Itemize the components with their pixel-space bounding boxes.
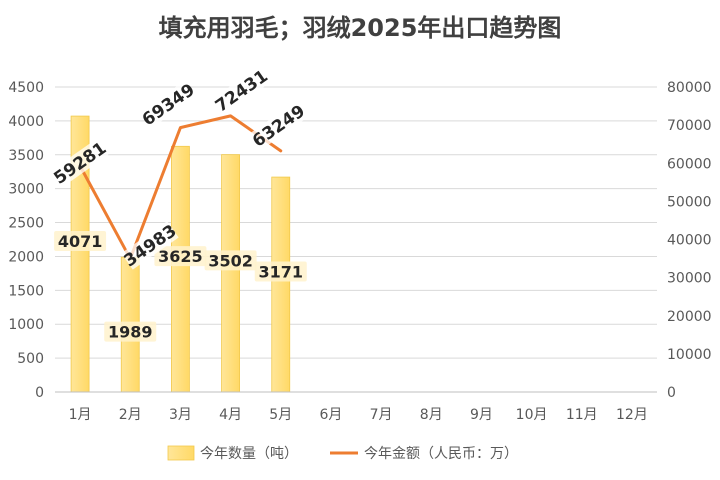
y-right-tick-label: 20000	[667, 309, 712, 325]
line-label-bg	[121, 221, 179, 270]
y-right-tick-label: 10000	[667, 347, 712, 363]
bar-data-label: 3625	[158, 247, 203, 266]
bar	[171, 145, 190, 393]
x-tick-label: 4月	[219, 407, 242, 423]
y-left-tick-label: 2000	[8, 249, 44, 265]
y-right-tick-label: 40000	[667, 233, 712, 249]
x-tick-label: 10月	[516, 407, 548, 423]
chart-title: 填充用羽毛；羽绒2025年出口趋势图	[159, 14, 562, 42]
legend-bar-label: 今年数量（吨）	[200, 446, 298, 462]
x-tick-label: 12月	[616, 407, 648, 423]
line-label-bg	[249, 101, 308, 150]
y-left-tick-label: 3500	[8, 148, 44, 164]
bar-data-label: 4071	[58, 232, 103, 251]
bar-label-bg	[54, 231, 107, 252]
line-label-bg	[139, 80, 197, 129]
bar-label-bg	[204, 250, 257, 271]
y-right-tick-label: 50000	[667, 194, 712, 210]
bar-data-label: 3171	[258, 263, 303, 282]
y-right-tick-label: 80000	[667, 80, 712, 96]
x-tick-label: 1月	[69, 407, 92, 423]
y-left-tick-label: 500	[17, 351, 44, 367]
legend-line-label: 今年金额（人民币：万）	[364, 446, 518, 462]
bar-label-bg	[154, 246, 207, 267]
bar-series	[70, 115, 291, 393]
x-tick-label: 7月	[370, 407, 393, 423]
y-left-tick-label: 0	[35, 385, 44, 401]
line-label-group: 72431	[212, 66, 272, 116]
y-left-tick-label: 3000	[8, 182, 44, 198]
line-series	[78, 114, 283, 261]
bar-data-label: 3502	[208, 251, 253, 270]
legend-bar-swatch	[167, 445, 195, 461]
line-data-label: 69349	[139, 80, 199, 130]
bar	[271, 176, 291, 393]
y-right-tick-label: 30000	[667, 271, 712, 287]
line-label-group: 63249	[249, 101, 309, 151]
y-left-tick-label: 1000	[8, 317, 44, 333]
bar	[221, 154, 240, 393]
y-right-tick-label: 0	[667, 385, 676, 401]
line-label-bg	[51, 138, 109, 187]
y-left-tick-label: 1500	[8, 283, 44, 299]
x-tick-label: 11月	[566, 407, 598, 423]
x-tick-label: 2月	[119, 407, 142, 423]
legend: 今年数量（吨） 今年金额（人民币：万）	[167, 445, 518, 462]
bar-label-bg	[104, 321, 157, 342]
y-left-tick-label: 4500	[8, 80, 44, 96]
x-tick-label: 9月	[470, 407, 493, 423]
bar-label-bg	[254, 261, 307, 282]
line-path	[78, 114, 283, 261]
bar-data-label: 1989	[108, 323, 153, 342]
line-label-bg	[212, 66, 270, 115]
x-tick-label: 8月	[420, 407, 443, 423]
x-tick-label: 5月	[269, 407, 292, 423]
axes: 0 500 1000 1500 2000 2500 3000 3500 4000 4500 0 100…	[8, 80, 711, 423]
y-right-tick-label: 60000	[667, 156, 712, 172]
y-left-tick-label: 2500	[8, 216, 44, 232]
x-tick-label: 3月	[169, 407, 192, 423]
y-right-tick-label: 70000	[667, 118, 712, 134]
y-left-tick-label: 4000	[8, 114, 44, 130]
x-tick-label: 6月	[319, 407, 342, 423]
line-data-label: 72431	[212, 66, 272, 116]
line-data-label: 63249	[249, 101, 309, 151]
